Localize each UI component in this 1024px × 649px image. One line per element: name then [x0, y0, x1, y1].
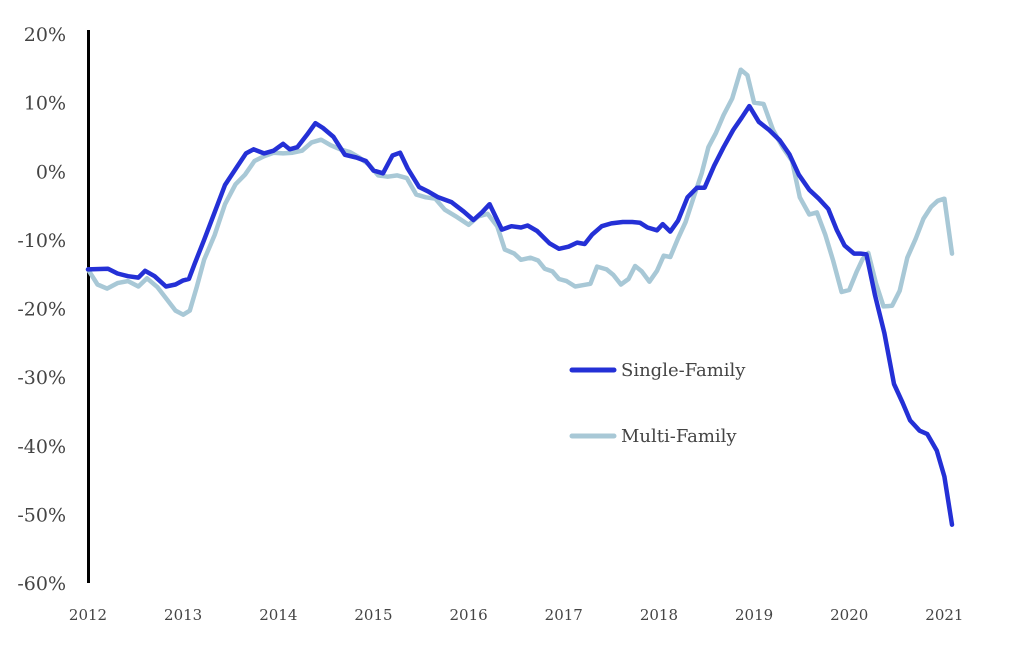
x-tick-label: 2017	[545, 606, 583, 624]
y-tick-label: -60%	[17, 573, 66, 595]
x-tick-label: 2018	[640, 606, 678, 624]
y-tick-label: -30%	[17, 367, 66, 389]
x-tick-label: 2015	[354, 606, 392, 624]
x-tick-label: 2021	[925, 606, 963, 624]
series-line-multi-family	[85, 67, 955, 317]
y-tick-label: -40%	[17, 436, 66, 458]
series-layer	[85, 67, 955, 527]
x-tick-label: 2012	[69, 606, 107, 624]
x-tick-label: 2019	[735, 606, 773, 624]
x-tick-label: 2014	[259, 606, 297, 624]
x-tick-label: 2013	[164, 606, 202, 624]
legend: Single-Family Multi-Family	[569, 360, 746, 447]
y-axis-ticks: 20% 10% 0% -10% -20% -30% -40% -50% -60%	[17, 24, 66, 595]
x-tick-label: 2020	[830, 606, 868, 624]
legend-label: Multi-Family	[621, 426, 737, 447]
x-tick-label: 2016	[450, 606, 488, 624]
y-tick-label: 0%	[36, 161, 66, 183]
y-tick-label: -20%	[17, 299, 66, 321]
y-tick-label: -10%	[17, 230, 66, 252]
x-axis-ticks: 2012 2013 2014 2015 2016 2017 2018 2019 2020 2021	[69, 606, 964, 624]
y-tick-label: 10%	[24, 93, 66, 115]
legend-label: Single-Family	[621, 360, 746, 381]
series-line-single-family	[85, 103, 955, 527]
y-tick-label: -50%	[17, 504, 66, 526]
y-tick-label: 20%	[24, 24, 66, 46]
